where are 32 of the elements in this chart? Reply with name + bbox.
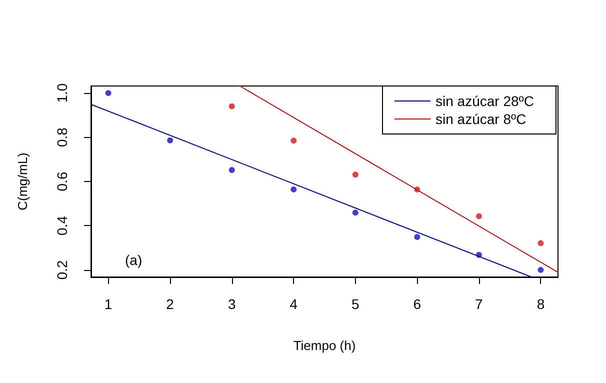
legend-label: sin azúcar 28ºC <box>436 93 534 109</box>
x-tick-label: 2 <box>166 296 174 312</box>
y-tick-label: 0.2 <box>54 260 70 280</box>
legend-label: sin azúcar 8ºC <box>436 111 526 127</box>
point <box>476 252 482 258</box>
x-tick-label: 7 <box>475 296 484 312</box>
x-tick-label: 5 <box>351 296 360 312</box>
point <box>290 186 297 192</box>
annotation: (a) <box>125 252 142 268</box>
point <box>290 138 297 144</box>
y-tick-label: 0.6 <box>54 172 70 192</box>
y-tick-label: 1.0 <box>54 83 70 103</box>
x-tick-label: 4 <box>290 296 298 312</box>
point <box>105 90 112 96</box>
y-axis-title: C(mg/mL) <box>15 152 30 210</box>
point <box>414 234 420 240</box>
point <box>538 240 544 246</box>
x-tick-label: 6 <box>413 296 422 312</box>
point <box>228 103 235 110</box>
x-tick-label: 1 <box>104 296 112 312</box>
point <box>538 266 544 273</box>
point <box>476 213 482 220</box>
point <box>414 186 420 192</box>
point <box>167 137 174 144</box>
y-tick-label: 0.4 <box>54 216 70 236</box>
point <box>352 210 358 216</box>
y-tick-label: 0.8 <box>54 127 70 148</box>
x-tick-label: 8 <box>536 296 545 312</box>
x-tick-label: 3 <box>228 296 236 312</box>
x-axis-title: Tiempo (h) <box>293 338 356 353</box>
point <box>352 172 358 178</box>
point <box>228 167 235 174</box>
